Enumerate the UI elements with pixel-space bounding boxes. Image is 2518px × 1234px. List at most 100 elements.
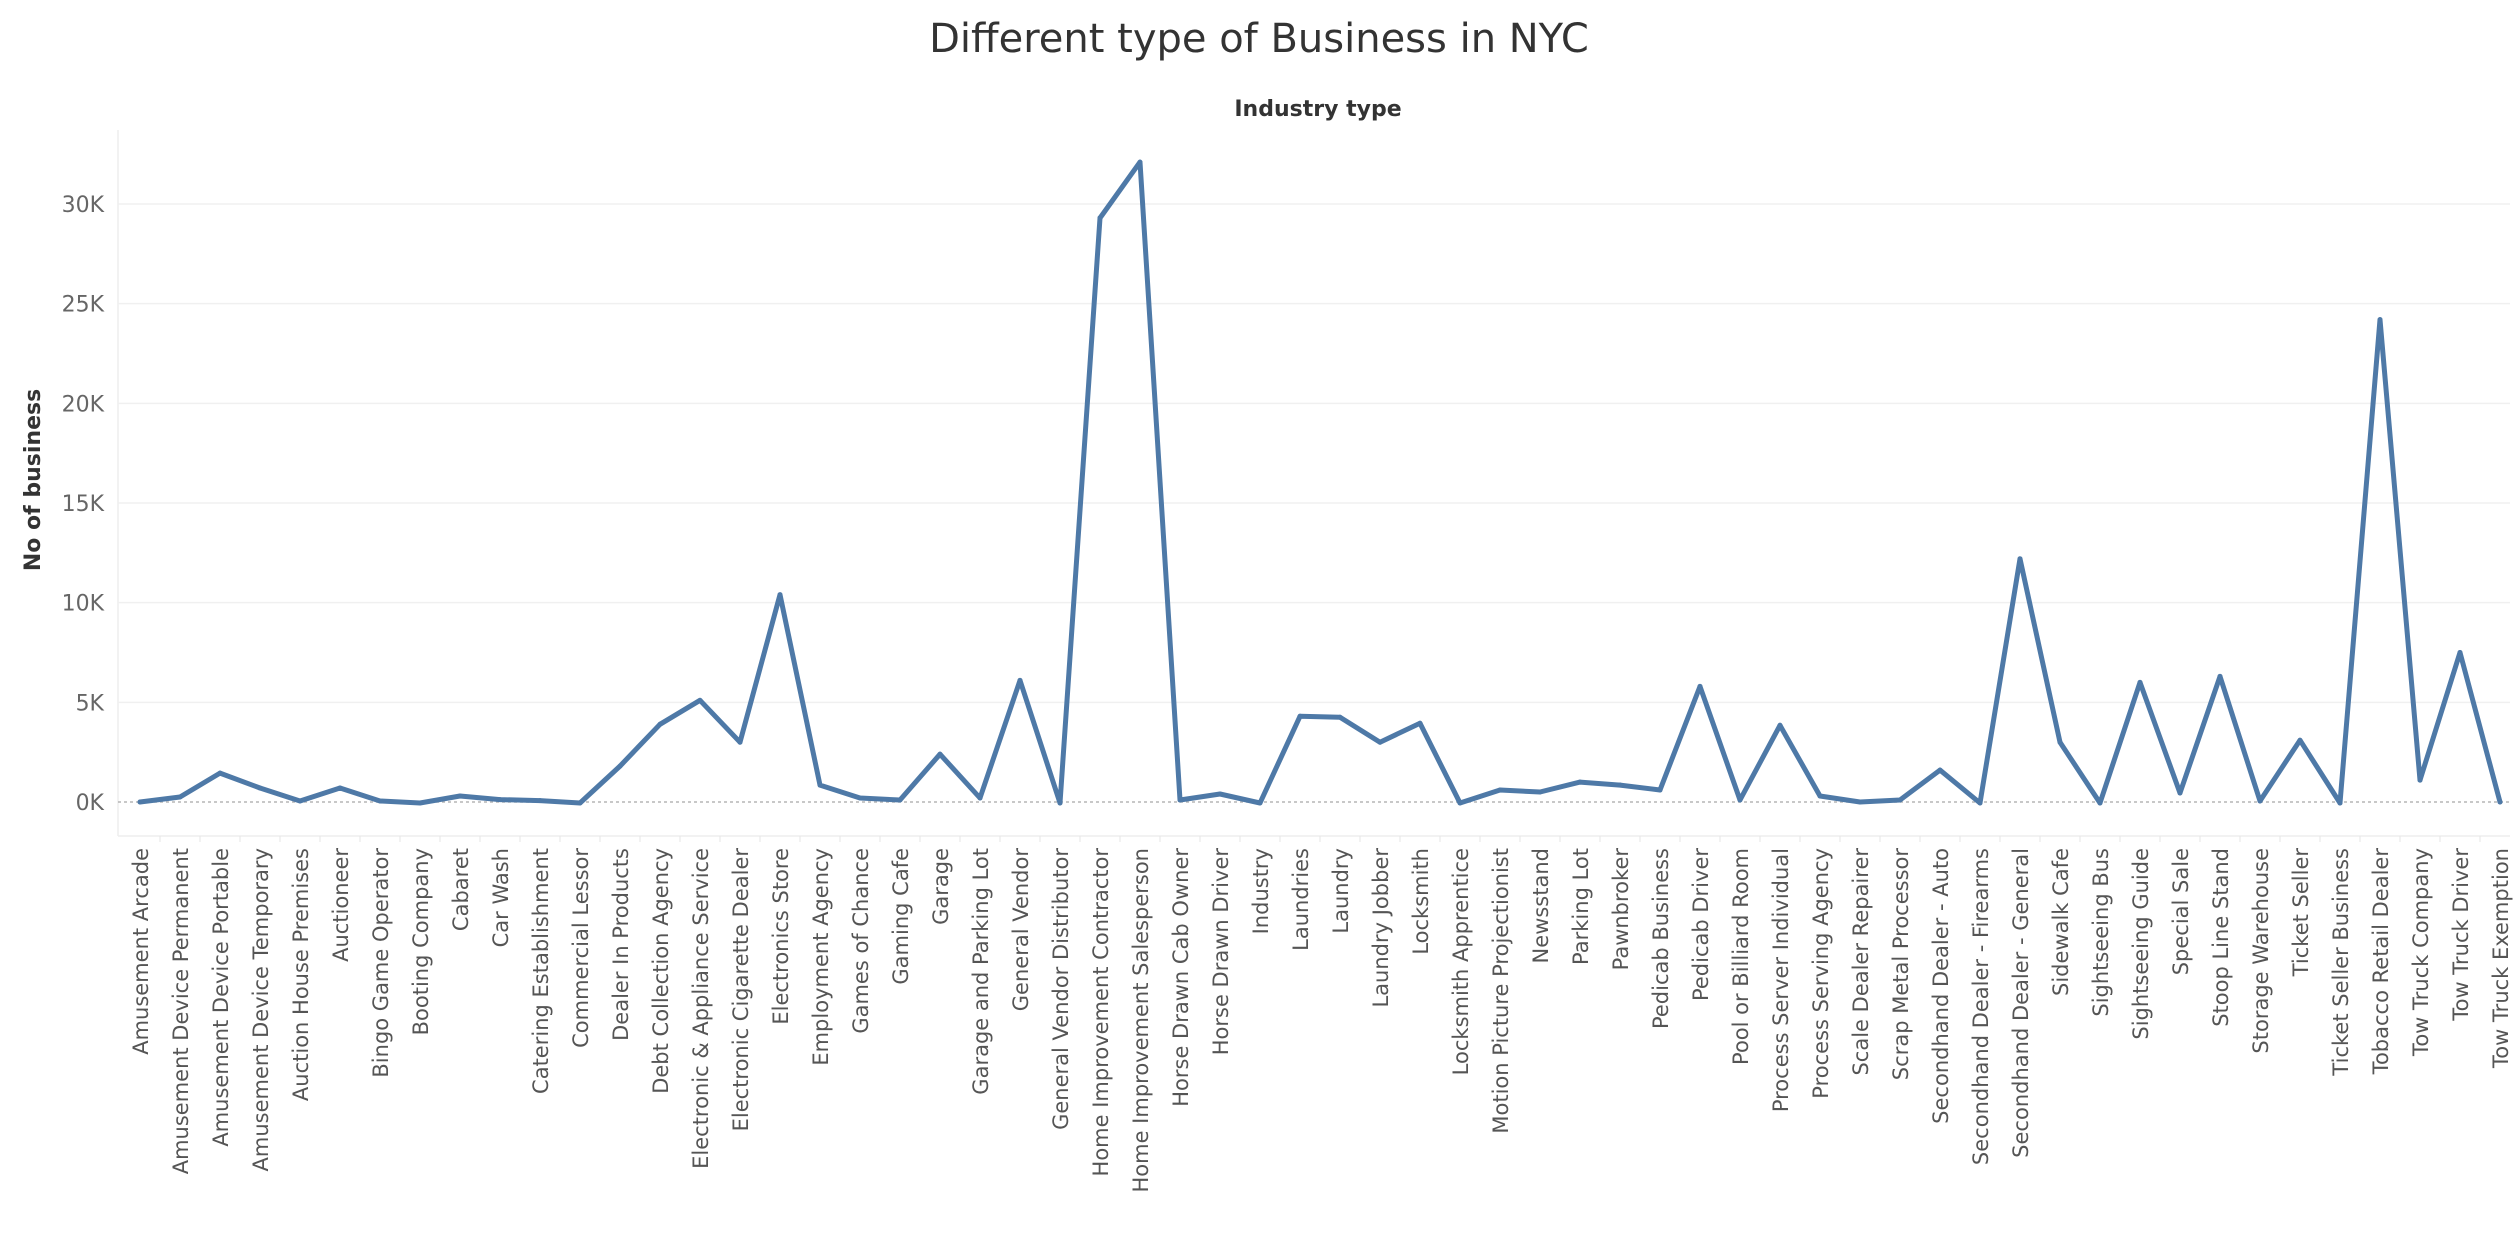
x-tick-label: Auctioneer xyxy=(329,848,353,962)
x-tick-label: Games of Chance xyxy=(849,848,873,1034)
x-tick-label: Home Improvement Contractor xyxy=(1089,848,1113,1177)
x-tick-label: Cabaret xyxy=(449,848,473,931)
data-point xyxy=(1577,779,1583,785)
data-point xyxy=(617,763,623,769)
x-tick-label: Locksmith xyxy=(1409,848,1433,955)
data-point xyxy=(177,794,183,800)
data-point xyxy=(2137,679,2143,685)
plot-area: 0K 5K 10K 15K 20K 25K 30K Amusement Arcade Amuse… xyxy=(62,130,2513,1193)
x-tick-label: General Vendor Distributor xyxy=(1049,848,1073,1130)
data-point xyxy=(257,785,263,791)
data-point xyxy=(2217,673,2223,679)
data-point xyxy=(657,721,663,727)
data-point xyxy=(2337,800,2343,806)
x-tick-label: Tobacco Retail Dealer xyxy=(2369,848,2393,1076)
data-point xyxy=(457,793,463,799)
data-point xyxy=(977,795,983,801)
x-tick-label: Ticket Seller Business xyxy=(2329,848,2353,1077)
x-tick-label: Stoop Line Stand xyxy=(2209,848,2233,1027)
x-tick-label: Bingo Game Operator xyxy=(369,848,393,1078)
x-tick-label: Debt Collection Agency xyxy=(649,848,673,1094)
series-line xyxy=(137,159,2503,806)
data-point xyxy=(1417,720,1423,726)
x-tick-label: Tow Truck Exemption xyxy=(2489,848,2513,1069)
data-point xyxy=(937,751,943,757)
data-point xyxy=(1777,722,1783,728)
y-tick-label: 20K xyxy=(62,392,105,417)
x-tick-label: Process Serving Agency xyxy=(1809,848,1833,1099)
data-point xyxy=(2257,798,2263,804)
data-point xyxy=(2177,790,2183,796)
data-point xyxy=(337,785,343,791)
x-tick-label: General Vendor xyxy=(1009,848,1033,1012)
x-tick-label: Industry xyxy=(1249,848,1273,934)
x-tick-label: Laundry Jobber xyxy=(1369,848,1393,1008)
x-tick-label: Sightseeing Bus xyxy=(2089,848,2113,1017)
y-axis-label: No of business xyxy=(21,389,46,571)
data-point xyxy=(217,770,223,776)
x-tick-label: Catering Establishment xyxy=(529,848,553,1094)
x-tick-label: Secondhand Dealer - Firearms xyxy=(1969,848,1993,1165)
data-point xyxy=(2497,799,2503,805)
y-tick-label: 30K xyxy=(62,193,105,218)
data-point xyxy=(1177,797,1183,803)
data-point xyxy=(1457,800,1463,806)
data-point xyxy=(2297,737,2303,743)
data-point xyxy=(817,782,823,788)
x-tick-label: Scale Dealer Repairer xyxy=(1849,848,1873,1076)
x-tick-label: Employment Agency xyxy=(809,848,833,1066)
data-point xyxy=(2377,317,2383,323)
x-tick-label: Electronic Cigarette Dealer xyxy=(729,848,753,1132)
y-tick-label: 10K xyxy=(62,592,105,617)
x-tick-label: Dealer In Products xyxy=(609,848,633,1041)
x-tick-label: Special Sale xyxy=(2169,848,2193,975)
data-point xyxy=(1297,713,1303,719)
x-tick-label: Laundries xyxy=(1289,848,1313,951)
x-tick-label: Pawnbroker xyxy=(1609,848,1633,971)
x-tick-label: Electronics Store xyxy=(769,848,793,1025)
x-tick-label: Sidewalk Cafe xyxy=(2049,848,2073,996)
x-tick-label: Process Server Individual xyxy=(1769,848,1793,1112)
data-point xyxy=(1257,800,1263,806)
data-point xyxy=(897,797,903,803)
data-point xyxy=(1857,799,1863,805)
y-tick-label: 0K xyxy=(76,791,105,816)
data-point xyxy=(2097,800,2103,806)
data-point xyxy=(1617,782,1623,788)
data-point xyxy=(697,697,703,703)
x-tick-label: Laundry xyxy=(1329,848,1353,934)
data-point xyxy=(777,592,783,598)
data-point xyxy=(1657,787,1663,793)
x-tick-label: Tow Truck Company xyxy=(2409,848,2433,1057)
x-tick-label: Amusement Device Permanent xyxy=(169,848,193,1174)
data-point xyxy=(1097,215,1103,221)
x-tick-label: Booting Company xyxy=(409,848,433,1035)
x-tick-label: Amusement Device Portable xyxy=(209,848,233,1147)
data-point xyxy=(1017,677,1023,683)
data-point xyxy=(2417,777,2423,783)
x-tick-label: Car Wash xyxy=(489,848,513,947)
y-tick-label: 15K xyxy=(62,492,105,517)
x-tick-label: Sightseeing Guide xyxy=(2129,848,2153,1040)
data-point xyxy=(1057,800,1063,806)
x-tick-label: Garage and Parking Lot xyxy=(969,848,993,1095)
x-tick-label: Horse Drawn Driver xyxy=(1209,848,1233,1056)
x-tick-label: Garage xyxy=(929,848,953,925)
x-tick-label: Pedicab Driver xyxy=(1689,848,1713,1001)
data-point xyxy=(1737,797,1743,803)
data-point xyxy=(377,798,383,804)
chart-title: Different type of Business in NYC xyxy=(929,16,1589,62)
x-tick-label: Tow Truck Driver xyxy=(2449,848,2473,1022)
data-point xyxy=(137,799,143,805)
data-point xyxy=(1937,767,1943,773)
x-tick-label: Gaming Cafe xyxy=(889,848,913,985)
data-point xyxy=(1817,793,1823,799)
data-point xyxy=(537,798,543,804)
x-tick-label: Storage Warehouse xyxy=(2249,848,2273,1054)
data-point xyxy=(2017,556,2023,562)
data-point xyxy=(1497,787,1503,793)
x-tick-label: Commercial Lessor xyxy=(569,848,593,1048)
data-point xyxy=(1217,791,1223,797)
data-point xyxy=(497,797,503,803)
